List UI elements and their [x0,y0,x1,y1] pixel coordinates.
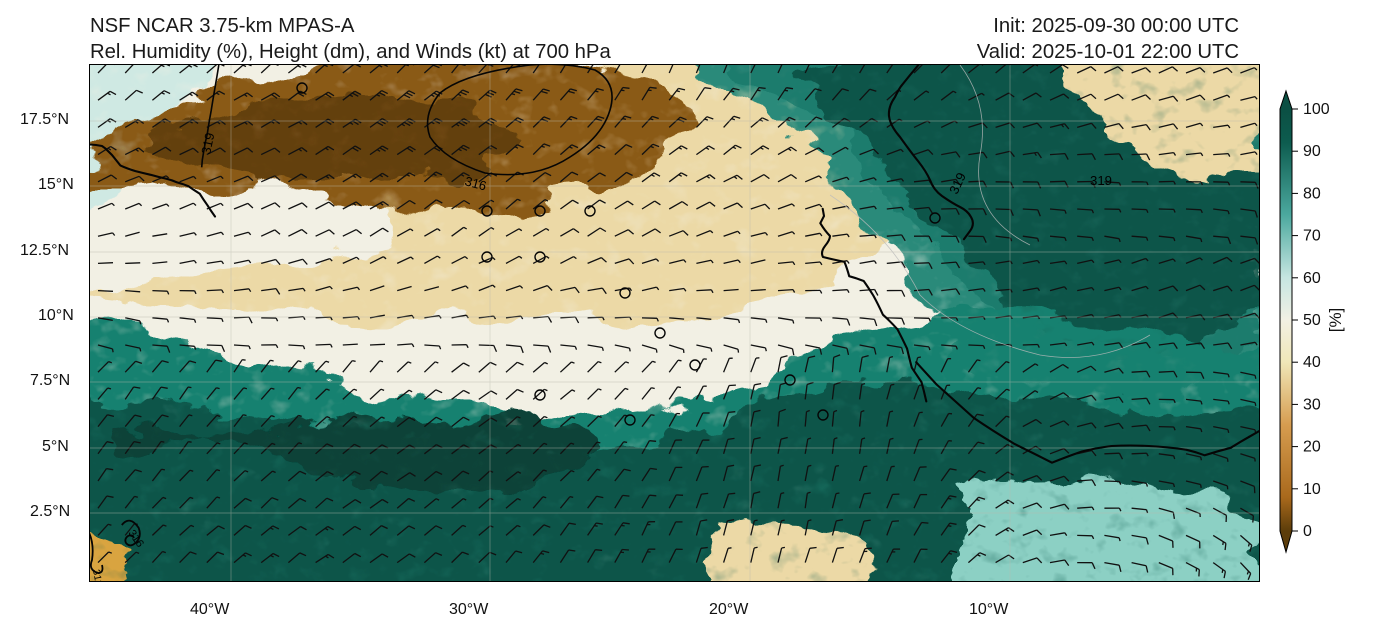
svg-text:90: 90 [1303,143,1321,160]
svg-text:70: 70 [1303,228,1321,245]
svg-text:10: 10 [1303,481,1321,498]
svg-text:[%]: [%] [1326,308,1345,333]
svg-text:30: 30 [1303,396,1321,413]
svg-text:0: 0 [1303,523,1312,540]
svg-text:20: 20 [1303,439,1321,456]
svg-text:100: 100 [1303,101,1330,118]
svg-text:40: 40 [1303,354,1321,371]
svg-text:60: 60 [1303,270,1321,287]
svg-text:50: 50 [1303,312,1321,329]
svg-text:80: 80 [1303,185,1321,202]
